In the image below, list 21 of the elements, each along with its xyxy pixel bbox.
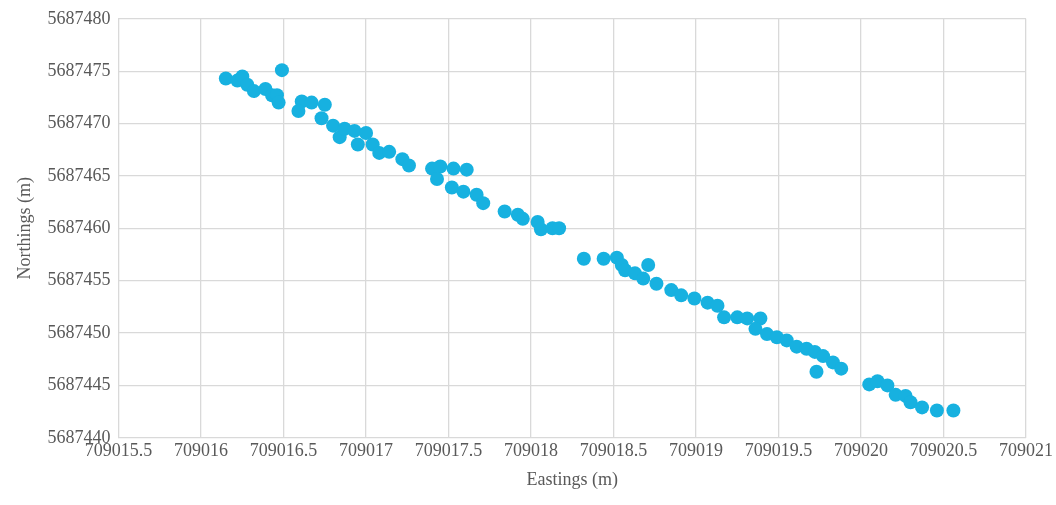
x-tick-label: 709019 [669, 440, 724, 461]
y-tick-label: 5687470 [47, 112, 111, 133]
x-tick-label: 709019.5 [744, 440, 813, 461]
y-tick-label: 5687455 [47, 269, 111, 290]
x-tick-label: 709020.5 [909, 440, 978, 461]
y-tick-label: 5687460 [47, 217, 111, 238]
x-tick-label: 709020 [834, 440, 889, 461]
x-tick-label: 709018.5 [579, 440, 648, 461]
y-tick-label: 5687480 [47, 7, 111, 28]
x-tick-label: 709017 [339, 440, 394, 461]
y-tick-label: 5687450 [47, 321, 111, 342]
y-tick-label: 5687465 [47, 164, 111, 185]
x-tick-label: 709018 [504, 440, 559, 461]
x-tick-label: 709021 [999, 440, 1053, 461]
y-axis-title: Northings (m) [13, 177, 35, 280]
x-tick-label: 709016 [174, 440, 229, 461]
x-axis-title: Eastings (m) [526, 468, 619, 490]
x-tick-label: 709016.5 [249, 440, 318, 461]
y-tick-label: 5687445 [47, 374, 111, 395]
y-tick-label: 5687475 [47, 59, 111, 80]
x-tick-label: 709017.5 [414, 440, 483, 461]
